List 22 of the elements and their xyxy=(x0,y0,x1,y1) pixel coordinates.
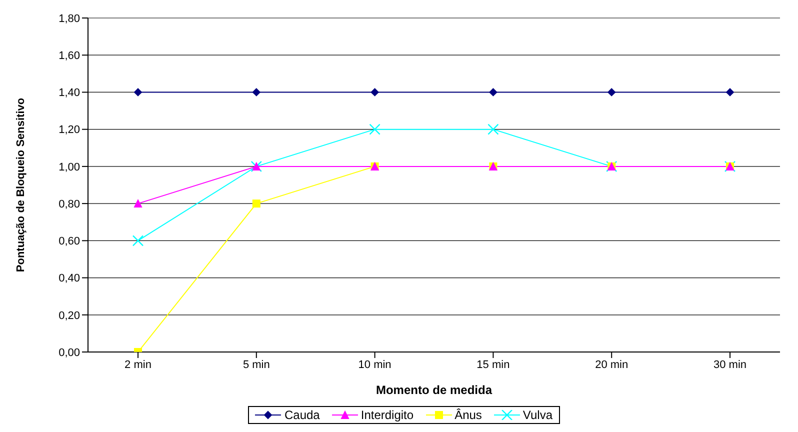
y-tick-label: 1,40 xyxy=(58,87,80,100)
y-tick-label: 1,60 xyxy=(58,50,80,62)
legend-label: Ânus xyxy=(454,408,482,422)
y-tick-label: 1,20 xyxy=(58,124,80,136)
legend-label: Cauda xyxy=(283,408,320,422)
x-tick-label: 30 min xyxy=(713,358,747,371)
legend-label: Interdigito xyxy=(360,408,414,422)
x-tick-label: 10 min xyxy=(358,358,392,371)
y-tick-label: 1,80 xyxy=(58,12,80,25)
x-tick-label: 2 min xyxy=(124,358,152,371)
y-tick-label: 0,80 xyxy=(58,198,80,210)
x-tick-label: 5 min xyxy=(242,358,270,371)
x-axis-title: Momento de medida xyxy=(376,383,492,397)
y-tick-label: 0,40 xyxy=(58,272,80,285)
x-tick-label: 20 min xyxy=(595,358,628,371)
y-tick-label: 0,20 xyxy=(58,310,80,322)
y-axis-title: Pontuação de Bloqueio Sensitivo xyxy=(14,98,27,272)
y-tick-label: 0,60 xyxy=(58,236,80,248)
x-tick-label: 15 min xyxy=(476,358,510,371)
y-tick-label: 1,00 xyxy=(58,161,80,174)
y-tick-label: 0,00 xyxy=(58,346,80,359)
legend-label: Vulva xyxy=(522,408,552,422)
